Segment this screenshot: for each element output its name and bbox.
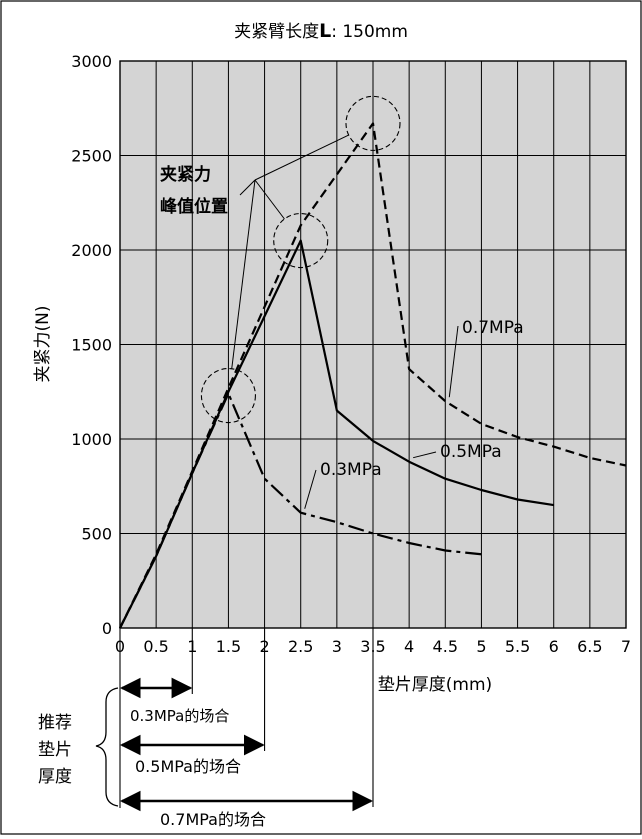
peak-annotation-line2: 峰值位置 <box>160 196 228 217</box>
y-tick-label-1: 500 <box>81 525 112 544</box>
series-label-03: 0.3MPa <box>320 460 382 480</box>
x-tick-label-8: 4 <box>404 637 414 656</box>
recommend-brace <box>96 688 118 806</box>
x-tick-label-9: 4.5 <box>433 637 458 656</box>
x-tick-label-12: 6 <box>549 637 559 656</box>
peak-annotation-line1: 夹紧力 <box>160 164 211 185</box>
x-tick-label-1: 0.5 <box>143 637 168 656</box>
y-tick-label-0: 0 <box>102 619 112 638</box>
y-tick-label-2: 1000 <box>71 430 112 449</box>
recommend-label-2: 垫片 <box>38 740 72 760</box>
recommended-thickness: 推荐 垫片 厚度 0.3MPa的场合 0.5MPa的场合 0.7MPa的场合 <box>38 628 373 829</box>
x-tick-label-13: 6.5 <box>577 637 602 656</box>
x-tick-label-6: 3 <box>332 637 342 656</box>
x-tick-label-11: 5.5 <box>505 637 530 656</box>
y-tick-label-3: 1500 <box>71 336 112 355</box>
range-05-label: 0.5MPa的场合 <box>135 757 241 776</box>
recommend-label-3: 厚度 <box>38 767 72 787</box>
x-axis-label: 垫片厚度(mm) <box>378 675 492 695</box>
series-label-07: 0.7MPa <box>462 318 524 338</box>
y-tick-label-6: 3000 <box>71 52 112 71</box>
range-03-label: 0.3MPa的场合 <box>130 707 229 725</box>
x-tick-label-14: 7 <box>621 637 631 656</box>
chart-title: 夹紧臂长度L: 150mm <box>234 20 408 42</box>
x-tick-label-3: 1.5 <box>216 637 241 656</box>
recommend-label-1: 推荐 <box>38 713 72 733</box>
range-07-label: 0.7MPa的场合 <box>160 810 266 829</box>
y-tick-label-4: 2000 <box>71 241 112 260</box>
series-label-05: 0.5MPa <box>440 442 502 462</box>
y-tick-label-5: 2500 <box>71 147 112 166</box>
x-tick-label-10: 5 <box>476 637 486 656</box>
y-axis-label: 夹紧力(N) <box>33 306 53 383</box>
x-tick-label-5: 2.5 <box>288 637 313 656</box>
